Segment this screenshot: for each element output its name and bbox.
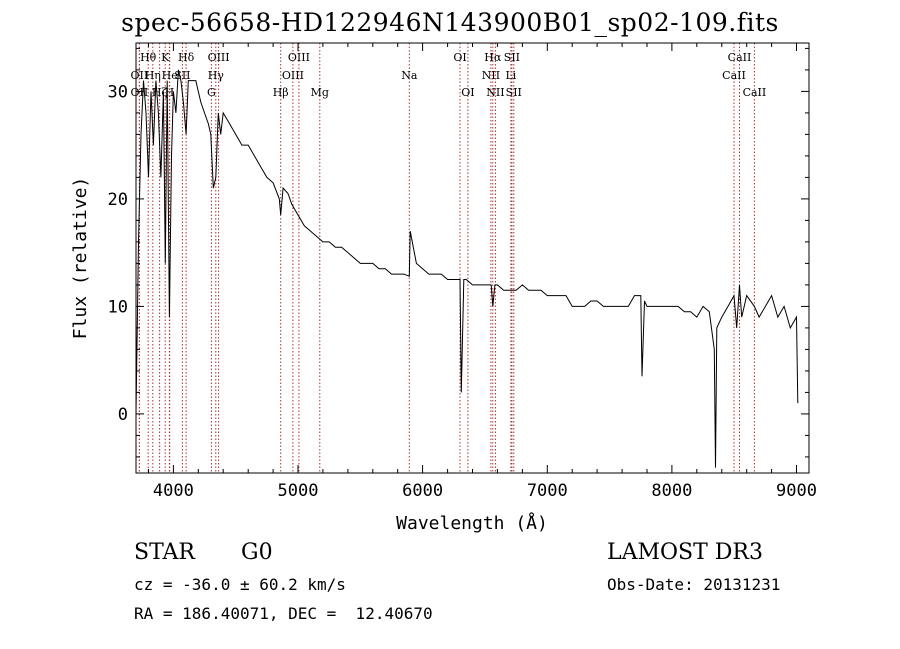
line-label-2: Hη — [145, 69, 161, 82]
line-label-21: SII — [504, 51, 520, 64]
line-label-25: SII — [506, 86, 522, 99]
line-label-16: Mg — [311, 86, 329, 99]
x-tick-label: 9000 — [776, 481, 817, 501]
x-tick-label: 8000 — [651, 481, 692, 501]
observation-date: Obs-Date: 20131231 — [607, 575, 781, 594]
x-tick-label: 5000 — [278, 481, 319, 501]
line-label-17: Na — [401, 69, 418, 82]
axis-ticks: 4000 5000 6000 7000 8000 9000 0 10 20 30 — [108, 43, 817, 501]
line-label-1: OII — [131, 69, 149, 82]
line-label-18: OI — [453, 51, 466, 64]
survey-name: LAMOST DR3 — [607, 540, 763, 565]
redshift-velocity: cz = -36.0 ± 60.2 km/s — [134, 575, 346, 594]
y-axis-label: Flux (relative) — [70, 177, 91, 340]
chart-title: spec-56658-HD122946N143900B01_sp02-109.f… — [121, 8, 779, 37]
line-label-13: Hβ — [273, 86, 289, 99]
line-label-12: G — [207, 86, 216, 99]
line-label-15: OIII — [282, 69, 304, 82]
x-axis-label: Wavelength (Å) — [396, 512, 548, 534]
line-label-28: CaII — [743, 86, 767, 99]
line-label-23: Li — [505, 69, 516, 82]
line-label-6: He — [162, 69, 178, 82]
line-label-26: CaII — [728, 51, 752, 64]
line-label-9: SII — [174, 69, 190, 82]
line-label-5: K — [161, 51, 170, 64]
y-tick-label: 20 — [108, 190, 128, 210]
line-label-0: Hθ — [140, 51, 157, 64]
line-label-22: NII — [482, 69, 500, 82]
line-label-27: CaII — [722, 69, 746, 82]
line-label-8: Hδ — [178, 51, 195, 64]
coordinates: RA = 186.40071, DEC = 12.40670 — [134, 604, 433, 623]
emission-line-markers — [138, 43, 755, 473]
line-label-20: Hα — [484, 51, 502, 64]
x-tick-label: 7000 — [527, 481, 568, 501]
line-label-3: OII — [131, 86, 149, 99]
object-subclass: G0 — [241, 540, 273, 565]
line-label-10: OIII — [208, 51, 230, 64]
line-label-24: NII — [486, 86, 504, 99]
plot-frame — [135, 42, 810, 474]
y-tick-label: 0 — [118, 405, 128, 425]
line-label-19: OI — [461, 86, 474, 99]
line-label-4: Hζ — [152, 86, 168, 99]
y-tick-label: 30 — [108, 82, 128, 102]
line-label-14: OIII — [288, 51, 310, 64]
x-tick-label: 6000 — [402, 481, 443, 501]
y-tick-label: 10 — [108, 297, 128, 317]
line-label-11: Hγ — [208, 69, 225, 82]
line-label-7: H — [165, 86, 175, 99]
series-line-spectrum — [135, 69, 799, 468]
object-class: STAR — [134, 540, 195, 565]
spectrum-series — [135, 69, 799, 468]
x-tick-label: 4000 — [153, 481, 194, 501]
